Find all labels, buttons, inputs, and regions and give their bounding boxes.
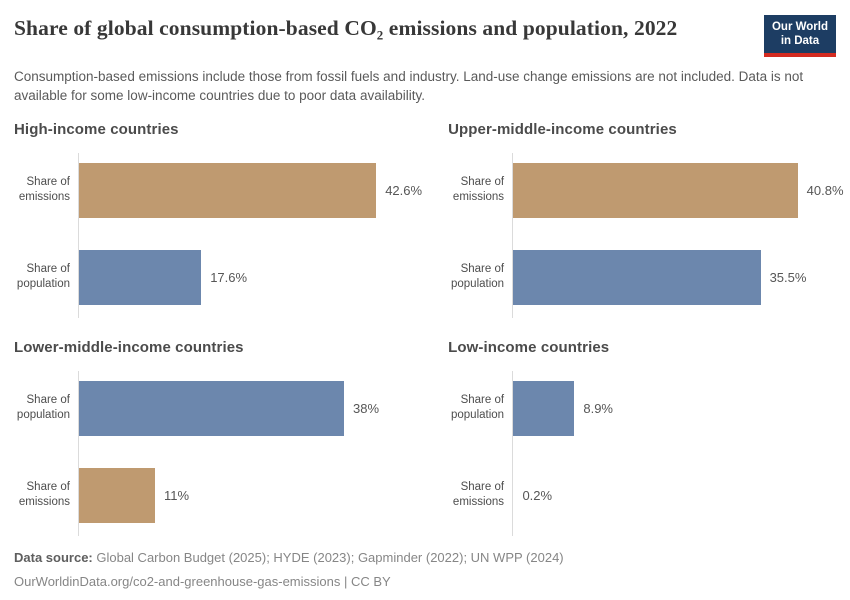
data-source-text: Global Carbon Budget (2025); HYDE (2023)… (92, 549, 564, 565)
population-bar (78, 380, 344, 436)
bar-label: Share of emissions (18, 481, 70, 509)
chart-subtitle: Consumption-based emissions include thos… (14, 68, 804, 104)
population-bar (512, 249, 761, 305)
y-axis-line (512, 152, 514, 318)
bar-value-label: 17.6% (210, 269, 248, 285)
panel-title: High-income countries (14, 120, 179, 138)
y-axis-line (78, 370, 79, 536)
bar-label: Share of emissions (452, 481, 505, 509)
emissions-bar (78, 162, 377, 218)
bar-label: Share of population (450, 263, 505, 291)
bar-chart: Share of population 8.9% Share of emissi… (448, 370, 843, 536)
bar-value-label: 11% (164, 487, 190, 503)
bar-row: Share of emissions 11% (14, 467, 422, 523)
population-bar (78, 249, 202, 305)
bar-row: Share of population 17.6% (14, 249, 422, 305)
bar-row: Share of population 35.5% (448, 249, 843, 305)
bar-value-label: 35.5% (769, 269, 807, 285)
bar-chart: Share of population 38% Share of emissio… (14, 370, 422, 536)
small-multiples-grid: High-income countries Share of emissions… (14, 121, 844, 536)
footer: Data source: Global Carbon Budget (2025)… (14, 549, 836, 592)
bar-value-label: 0.2% (522, 487, 553, 503)
owid-logo-line1: Our World (771, 21, 828, 33)
data-source-line: Data source: Global Carbon Budget (2025)… (14, 549, 836, 568)
panel-title: Upper-middle-income countries (448, 120, 677, 138)
bar-row: Share of population 38% (14, 380, 422, 436)
bar-row: Share of emissions 40.8% (448, 162, 844, 218)
panel-high-income: High-income countries Share of emissions… (14, 121, 422, 318)
bar-value-label: 38% (353, 400, 380, 416)
emissions-bar (78, 467, 155, 523)
header: Share of global consumption-based CO₂ em… (14, 14, 836, 57)
bar-chart: Share of emissions 42.6% Share of popula… (14, 152, 423, 318)
bar-label: Share of population (16, 263, 70, 291)
panel-title: Low-income countries (448, 338, 610, 356)
owid-logo: Our World in Data (763, 15, 836, 57)
population-bar (512, 380, 575, 436)
bar-value-label: 42.6% (385, 182, 423, 198)
y-axis-line (512, 370, 514, 536)
bar-value-label: 40.8% (806, 182, 844, 198)
bar-label: Share of population (16, 394, 70, 422)
bar-label: Share of emissions (452, 176, 505, 204)
panel-upper-middle-income: Upper-middle-income countries Share of e… (448, 120, 844, 318)
bar-row: Share of population 8.9% (448, 380, 843, 436)
owid-logo-line2: in Data (780, 35, 820, 48)
bar-label: Share of emissions (18, 176, 70, 204)
chart-title: Share of global consumption-based CO₂ em… (14, 16, 678, 40)
bar-row: Share of emissions 0.2% (448, 467, 843, 523)
y-axis-line (78, 152, 79, 318)
license-line: OurWorldinData.org/co2-and-greenhouse-ga… (14, 573, 391, 589)
bar-chart: Share of emissions 40.8% Share of popula… (448, 152, 844, 318)
panel-lower-middle-income: Lower-middle-income countries Share of p… (14, 339, 422, 536)
panel-title: Lower-middle-income countries (14, 338, 244, 356)
bar-row: Share of emissions 42.6% (14, 162, 423, 218)
emissions-bar (512, 162, 798, 218)
bar-label: Share of population (450, 394, 505, 422)
data-source-label: Data source: (14, 549, 93, 565)
bar-value-label: 8.9% (583, 400, 613, 416)
panel-low-income: Low-income countries Share of population… (448, 339, 843, 536)
